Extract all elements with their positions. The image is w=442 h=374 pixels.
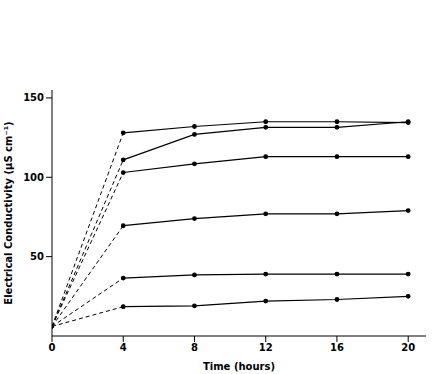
svg-text:8: 8 (191, 342, 198, 353)
svg-text:20: 20 (401, 342, 415, 353)
svg-text:12: 12 (259, 342, 273, 353)
svg-text:4: 4 (120, 342, 127, 353)
svg-text:Time (hours): Time (hours) (203, 361, 275, 372)
svg-text:16: 16 (330, 342, 344, 353)
svg-text:150: 150 (23, 92, 44, 103)
svg-text:50: 50 (30, 251, 44, 262)
svg-text:100: 100 (23, 172, 44, 183)
svg-text:Electrical Conductivity (μS cm: Electrical Conductivity (μS cm⁻¹) (8, 121, 14, 304)
svg-text:0: 0 (49, 342, 56, 353)
